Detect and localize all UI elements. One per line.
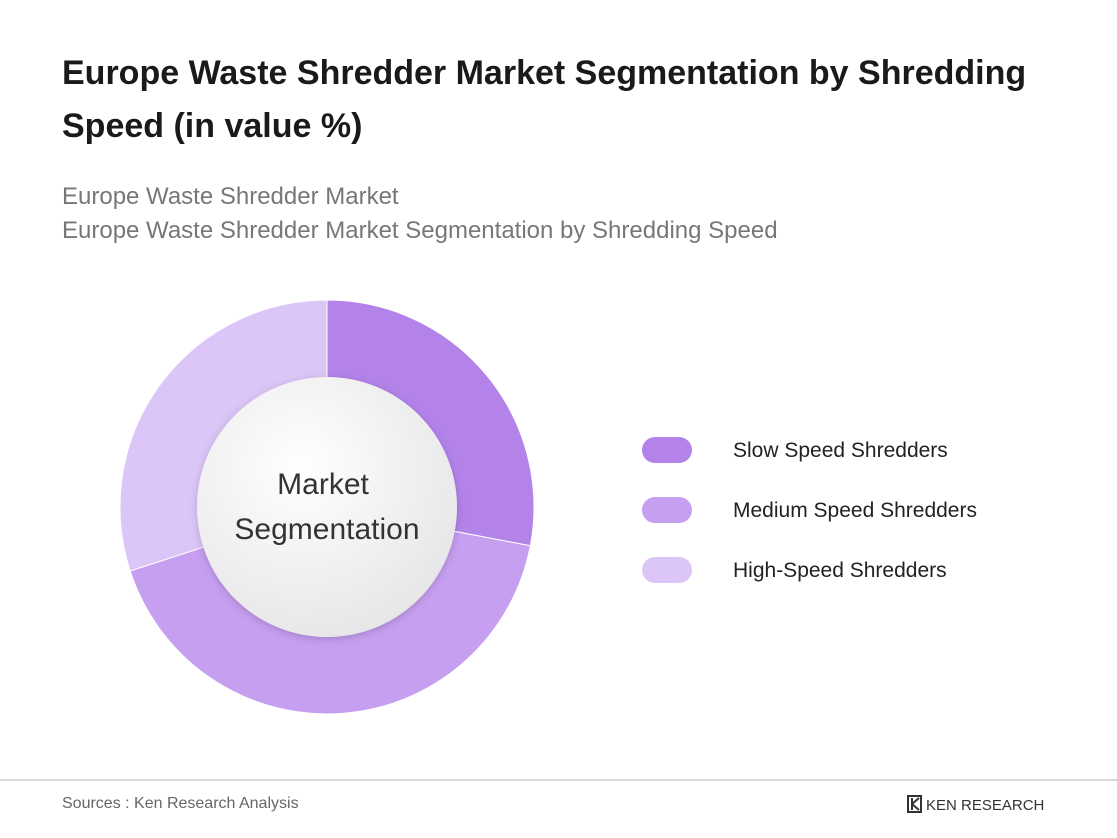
legend-swatch xyxy=(642,557,692,583)
center-label: Segmentation xyxy=(234,513,419,546)
legend-swatch xyxy=(642,437,692,463)
center-label: Market xyxy=(277,468,369,501)
subtitle: Europe Waste Shredder Market Segmentatio… xyxy=(62,217,778,244)
logo-icon xyxy=(911,797,920,811)
subtitle: Europe Waste Shredder Market xyxy=(62,183,399,210)
legend-swatch xyxy=(642,497,692,523)
donut-hole xyxy=(197,377,457,637)
logo: KEN RESEARCH xyxy=(926,797,1044,814)
legend-label: Slow Speed Shredders xyxy=(733,439,948,462)
legend-label: High-Speed Shredders xyxy=(733,559,947,582)
source: Sources : Ken Research Analysis xyxy=(62,795,299,812)
legend-label: Medium Speed Shredders xyxy=(733,499,977,522)
logo-icon xyxy=(907,795,922,813)
chart-title: Europe Waste Shredder Market Segmentatio… xyxy=(62,54,1026,145)
legend: Slow Speed Shredders Medium Speed Shredde… xyxy=(642,437,977,583)
